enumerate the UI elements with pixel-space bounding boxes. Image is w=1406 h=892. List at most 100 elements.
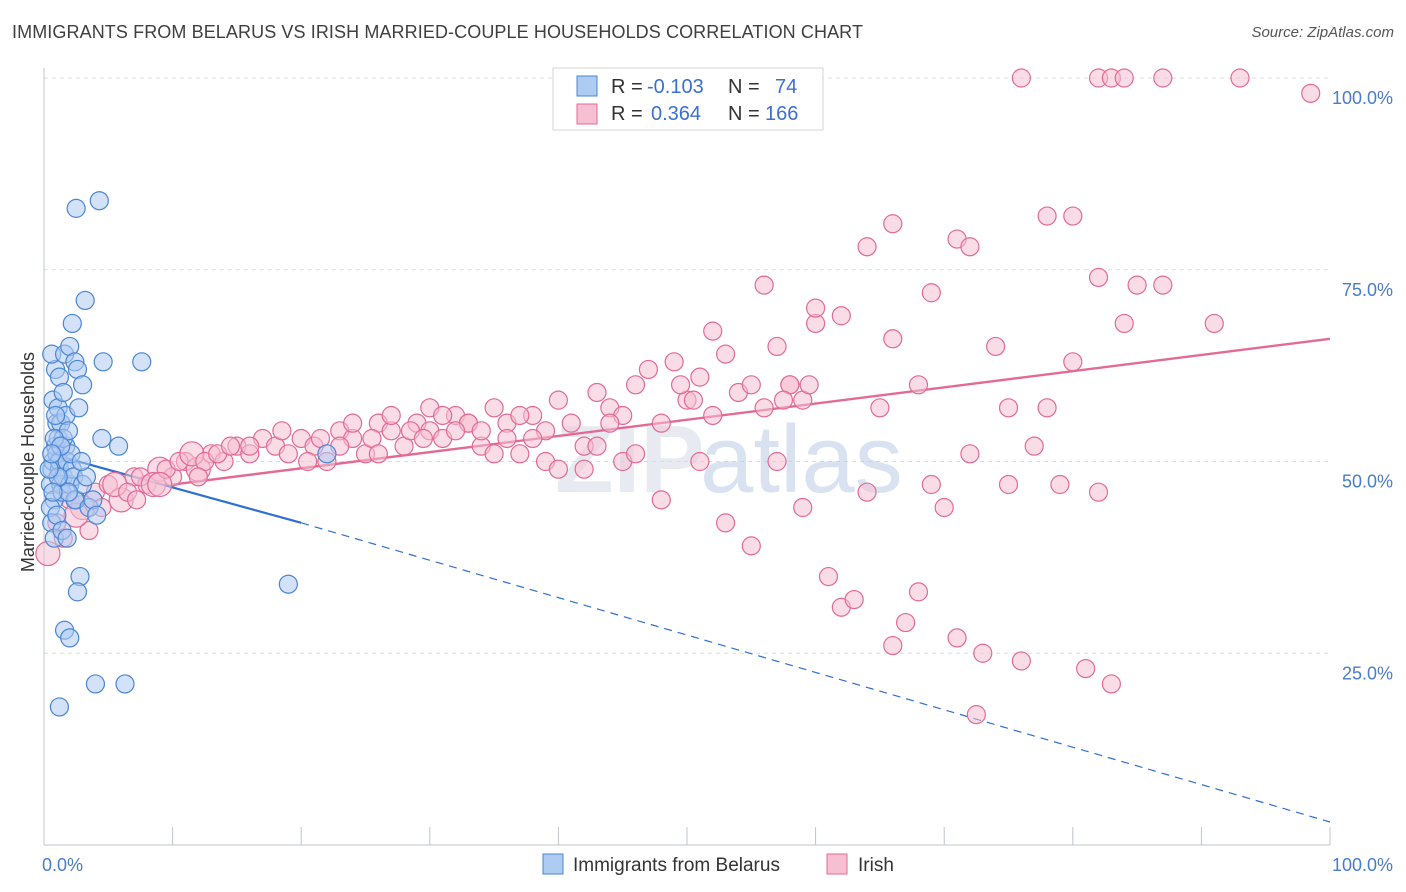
- belarus-point: [108, 436, 129, 456]
- legend-r-value-1: -0.103: [647, 76, 704, 98]
- belarus-point: [60, 628, 80, 648]
- irish-point: [799, 375, 819, 395]
- legend-n-value-2: 166: [765, 103, 798, 125]
- irish-point: [1153, 275, 1173, 295]
- belarus-point: [71, 451, 91, 472]
- irish-point: [433, 405, 453, 426]
- y-tick-label: 25.0%: [1342, 663, 1393, 683]
- irish-point: [754, 275, 774, 295]
- irish-points: [35, 68, 1321, 725]
- belarus-point: [43, 482, 63, 502]
- belarus-point: [66, 198, 86, 218]
- irish-point: [960, 237, 980, 257]
- irish-point: [413, 428, 433, 449]
- irish-point: [773, 390, 794, 410]
- belarus-points: [39, 191, 337, 717]
- irish-point: [767, 336, 787, 357]
- irish-point: [298, 451, 318, 472]
- irish-point: [1037, 206, 1057, 226]
- irish-point: [805, 298, 826, 318]
- irish-point: [625, 375, 646, 395]
- irish-point: [548, 459, 569, 479]
- irish-point: [767, 451, 787, 472]
- irish-point: [921, 283, 941, 303]
- irish-point: [683, 390, 704, 410]
- irish-point: [921, 474, 941, 495]
- irish-point: [484, 444, 504, 464]
- belarus-point: [278, 574, 298, 594]
- irish-point: [857, 237, 877, 257]
- irish-point: [1063, 352, 1083, 372]
- irish-point: [523, 428, 543, 449]
- irish-point: [651, 490, 671, 510]
- irish-point: [574, 459, 594, 479]
- legend-swatch-pink: [576, 103, 598, 125]
- y-tick-label: 50.0%: [1342, 472, 1393, 492]
- irish-point: [1301, 83, 1321, 103]
- irish-point: [381, 405, 401, 426]
- irish-point: [670, 375, 691, 395]
- irish-point: [1153, 68, 1173, 88]
- irish-point: [1230, 68, 1250, 88]
- irish-point: [715, 344, 736, 364]
- belarus-point: [89, 191, 109, 211]
- irish-point: [741, 536, 761, 556]
- irish-point: [587, 436, 607, 456]
- irish-point: [1024, 436, 1044, 456]
- irish-point: [831, 306, 851, 326]
- legend-n-label-2: N =: [728, 103, 760, 125]
- belarus-point: [72, 375, 93, 395]
- irish-point: [278, 444, 298, 464]
- bottom-legend: Immigrants from Belarus Irish: [542, 853, 894, 876]
- source-credit: Source: ZipAtlas.com: [1251, 24, 1394, 41]
- irish-point: [998, 474, 1019, 495]
- irish-point: [934, 497, 954, 518]
- belarus-point: [87, 505, 107, 525]
- irish-point: [510, 405, 530, 426]
- irish-point: [741, 375, 761, 395]
- belarus-trend-line: [50, 452, 302, 524]
- irish-point: [497, 428, 517, 449]
- irish-point: [188, 467, 208, 487]
- irish-point: [343, 413, 363, 433]
- bottom-legend-swatch-blue: [542, 853, 564, 875]
- irish-point: [368, 444, 388, 464]
- irish-point: [986, 336, 1006, 357]
- irish-point: [548, 390, 569, 410]
- irish-point: [272, 421, 292, 441]
- irish-point: [79, 520, 99, 541]
- irish-point: [870, 398, 890, 418]
- belarus-point: [45, 405, 66, 426]
- legend-n-value-1: 74: [775, 76, 797, 98]
- legend: R = -0.103 N = 74 R = 0.364 N = 166: [552, 67, 824, 131]
- irish-point: [896, 612, 916, 633]
- bottom-legend-swatch-pink: [826, 853, 848, 875]
- irish-point: [147, 471, 173, 498]
- belarus-point: [57, 528, 77, 548]
- y-tick-label: 100.0%: [1332, 88, 1393, 108]
- irish-point: [960, 444, 980, 464]
- irish-point: [484, 398, 504, 418]
- tick-labels: 25.0% 50.0% 75.0% 100.0% 0.0% 100.0%: [42, 88, 1393, 875]
- belarus-point: [132, 352, 152, 372]
- irish-point: [1101, 674, 1121, 694]
- irish-point: [690, 367, 710, 387]
- irish-point: [1050, 474, 1070, 495]
- irish-point: [1076, 658, 1096, 679]
- irish-point: [1011, 651, 1031, 671]
- belarus-point: [69, 398, 89, 418]
- chart-title: IMMIGRANTS FROM BELARUS VS IRISH MARRIED…: [12, 22, 864, 42]
- irish-point: [651, 413, 671, 433]
- irish-point: [1088, 267, 1109, 288]
- irish-point: [703, 321, 723, 341]
- irish-point: [844, 589, 864, 610]
- belarus-point: [115, 674, 135, 694]
- irish-point: [1127, 275, 1147, 295]
- irish-point: [703, 405, 723, 426]
- gridlines: [44, 77, 1330, 654]
- bottom-legend-irish: Irish: [858, 855, 894, 876]
- irish-point: [638, 359, 659, 380]
- irish-point: [471, 421, 491, 441]
- irish-point: [600, 413, 620, 433]
